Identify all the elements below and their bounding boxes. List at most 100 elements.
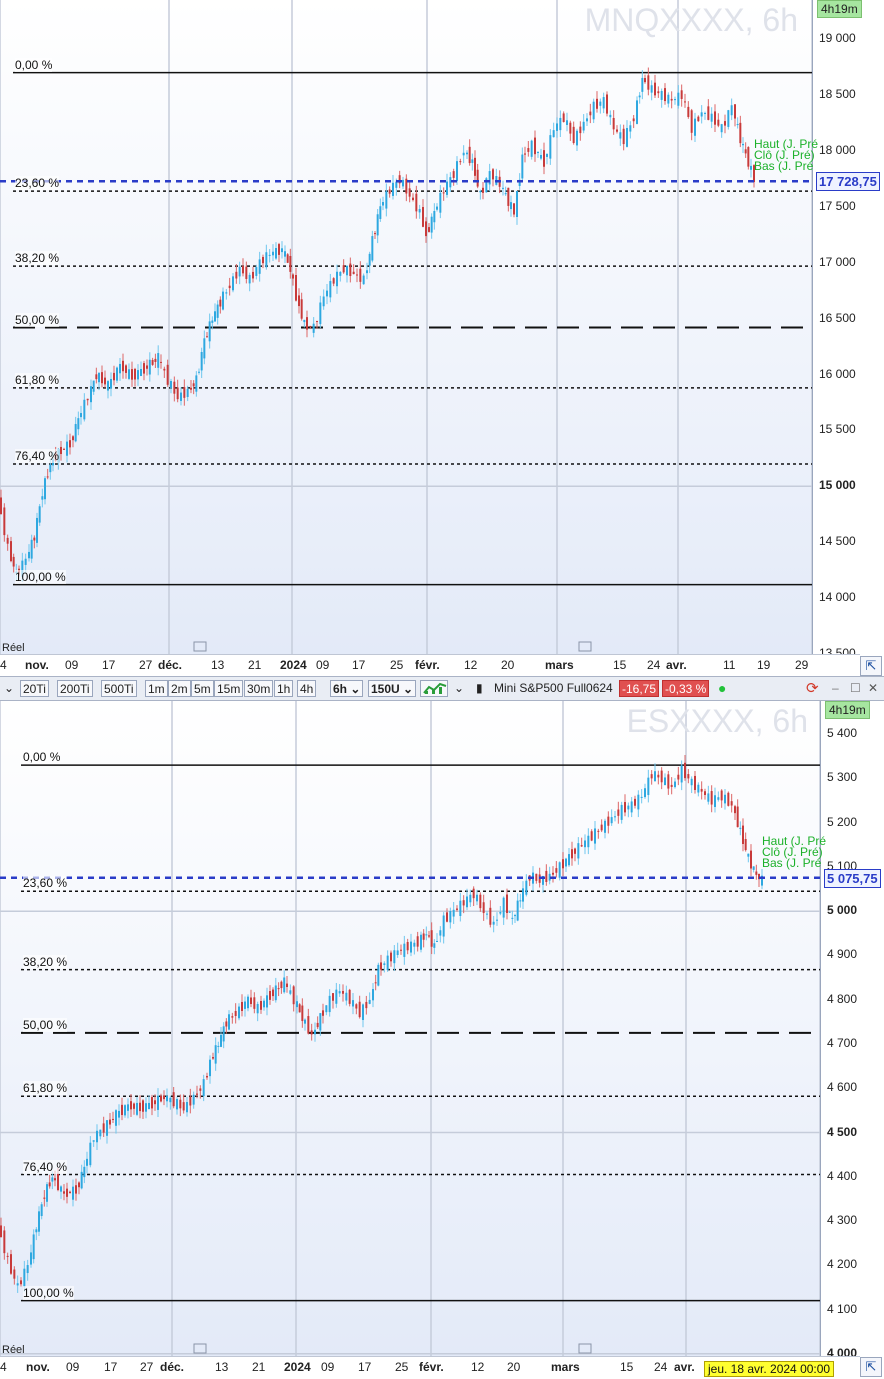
candle-body — [118, 1110, 120, 1118]
candle-body — [247, 996, 249, 1009]
candle-body — [134, 368, 136, 380]
candle-body — [46, 1184, 48, 1202]
candle-body — [35, 1229, 38, 1233]
candle-body — [6, 537, 9, 544]
close-icon[interactable]: ✕ — [868, 681, 879, 695]
time-tick-label: 09 — [65, 658, 79, 672]
candle-body — [252, 271, 254, 279]
timeframe-button[interactable]: 15m — [214, 680, 244, 697]
candle-body — [371, 236, 374, 261]
candle-body — [472, 888, 475, 899]
candle-body — [0, 1225, 2, 1238]
top-chart-plot-area[interactable] — [0, 0, 813, 654]
candle-body — [186, 388, 189, 397]
chart-type-icon[interactable] — [420, 680, 448, 697]
price-tick-label: 5 400 — [827, 726, 858, 741]
timeframe-button[interactable]: 500Ti — [101, 680, 137, 697]
candle-body — [196, 1093, 198, 1095]
timeframe-button[interactable]: 200Ti — [57, 680, 93, 697]
candle-body — [739, 122, 742, 144]
candle-body — [425, 934, 428, 936]
fib-level-label: 38,20 % — [15, 251, 60, 266]
timeframe-button[interactable]: 4h — [297, 680, 317, 697]
change-percent: -0,33 % — [662, 680, 710, 697]
candle-body — [586, 118, 588, 122]
maximize-icon[interactable]: ☐ — [850, 681, 861, 695]
candle-body — [206, 336, 208, 338]
timeframe-button[interactable]: 2m — [168, 680, 191, 697]
candle-body — [499, 911, 502, 914]
candle-body — [83, 1166, 86, 1178]
time-tick-label: 4 — [0, 1360, 7, 1374]
candle-body — [336, 271, 338, 287]
top-chart-title: MNQXXXX, 6h — [584, 2, 798, 38]
price-tick-label: 4 300 — [827, 1213, 858, 1228]
period-selector[interactable]: 6h ⌄ — [330, 680, 364, 697]
bottom-zoom-icon[interactable]: ⇱ — [860, 1357, 882, 1377]
bottom-chart-plot-area[interactable] — [0, 701, 821, 1356]
candle-body — [549, 135, 552, 159]
candle-body — [157, 1095, 159, 1110]
candle-body — [697, 784, 700, 793]
candle-body — [228, 1014, 230, 1030]
candle-body — [176, 1099, 178, 1110]
info-icon[interactable]: ▮ — [476, 681, 483, 695]
candle-body — [362, 1004, 364, 1020]
candle-body — [314, 1029, 316, 1035]
top-chart-panel[interactable]: MNQXXXX, 6h 19 000 18 500 18 000 17 500 17 0… — [0, 0, 884, 677]
candle-body — [513, 203, 515, 215]
candle-body — [744, 839, 747, 851]
timeframe-button[interactable]: 30m — [244, 680, 274, 697]
candle-body — [136, 1102, 138, 1115]
top-zoom-icon[interactable]: ⇱ — [860, 656, 882, 676]
bottom-price-axis[interactable]: 5 400 5 300 5 200 5 100 5 000 4 900 4 800 4 700… — [821, 701, 884, 1360]
candle-body — [622, 128, 625, 145]
top-price-axis[interactable]: 19 000 18 500 18 000 17 500 17 000 16 500 16 0… — [813, 0, 884, 660]
timeframe-button[interactable]: 5m — [191, 680, 214, 697]
price-tick-label: 18 500 — [819, 87, 856, 102]
top-time-axis[interactable]: 4 nov. 09 17 27 déc. 13 21 2024 09 17 25 févr. 12 20 ma… — [0, 654, 860, 677]
candle-body — [400, 949, 402, 951]
candle-body — [148, 359, 151, 375]
candle-body — [92, 1140, 95, 1142]
price-tick-label: 15 500 — [819, 422, 856, 437]
candle-body — [599, 101, 602, 106]
candle-body — [216, 304, 219, 318]
fib-level-label: 61,80 % — [23, 1081, 68, 1096]
timeframe-button[interactable]: 1m — [145, 680, 168, 697]
candle-body — [238, 266, 241, 277]
instrument-name[interactable]: Mini S&P500 Full0624 — [494, 681, 613, 695]
timeframe-button[interactable]: 1h — [274, 680, 294, 697]
candle-body — [214, 311, 216, 322]
candle-body — [338, 991, 341, 994]
candle-body — [546, 154, 548, 157]
candle-body — [303, 319, 306, 323]
candle-body — [113, 372, 115, 381]
sync-icon[interactable]: ⟳ — [806, 680, 819, 697]
candle-body — [647, 777, 650, 796]
candle-body — [684, 762, 686, 779]
bottom-chart-panel[interactable]: ESXXXX, 6h 5 400 5 300 5 200 5 100 5 000 4 90… — [0, 701, 884, 1379]
units-selector[interactable]: 150U ⌄ — [368, 680, 417, 697]
candle-body — [121, 1104, 123, 1116]
candle-body — [456, 161, 458, 182]
minimize-icon[interactable]: – — [832, 681, 839, 695]
candle-body — [352, 271, 355, 275]
time-tick-label: avr. — [666, 658, 687, 672]
bottom-time-axis[interactable]: jeu. 18 avr. 2024 00:00 4 nov. 09 17 27 déc. 1… — [0, 1356, 860, 1379]
candle-body — [542, 876, 544, 885]
chevron-down-icon[interactable]: ⌄ — [4, 681, 15, 695]
candle-body — [486, 913, 488, 915]
timeframe-button[interactable]: 20Ti — [20, 680, 49, 697]
candle-body — [597, 830, 600, 832]
candle-body — [545, 870, 548, 882]
candle-body — [139, 1102, 141, 1112]
candle-body — [74, 424, 77, 442]
candle-body — [199, 1088, 202, 1091]
candle-body — [286, 254, 289, 263]
candle-body — [626, 128, 628, 147]
candle-body — [482, 187, 484, 193]
time-tick-label: 27 — [139, 658, 153, 672]
chart-type-dropdown-icon[interactable]: ⌄ — [454, 681, 465, 695]
candle-body — [452, 171, 455, 178]
